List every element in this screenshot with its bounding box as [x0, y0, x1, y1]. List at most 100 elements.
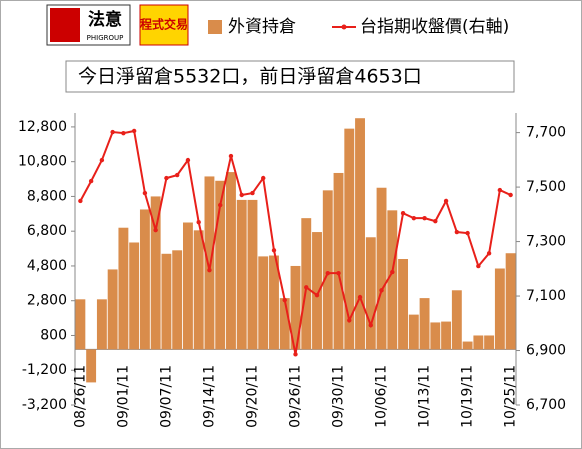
- y-tick-label: 10,800: [18, 154, 67, 170]
- bar: [86, 349, 97, 383]
- price-point: [465, 230, 470, 236]
- bar: [365, 237, 376, 350]
- bar: [118, 227, 129, 350]
- price-point: [153, 227, 158, 233]
- bar: [419, 298, 430, 350]
- bar: [312, 232, 322, 350]
- price-point: [293, 352, 298, 357]
- price-point: [304, 285, 309, 290]
- bar: [473, 335, 484, 350]
- x-tick-label: 09/26/11: [288, 365, 304, 428]
- y-tick-label: -1,200: [22, 362, 67, 378]
- y2-tick-label: 7,300: [526, 234, 566, 250]
- price-point: [261, 175, 266, 181]
- bar: [279, 298, 290, 350]
- note: 今日淨留倉5532口，前日淨留倉4653口: [78, 66, 422, 88]
- x-tick-label: 10/19/11: [460, 365, 476, 428]
- price-point: [336, 270, 341, 276]
- legend-label: 外資持倉: [228, 17, 296, 37]
- price-point: [250, 190, 255, 196]
- price-point: [271, 248, 277, 253]
- y-tick-label: 800: [40, 327, 67, 343]
- bar: [172, 250, 183, 350]
- bar: [247, 199, 258, 350]
- price-point: [121, 130, 126, 136]
- price-point: [314, 293, 320, 298]
- y-tick-label: -3,200: [22, 397, 67, 413]
- legend-label: 台指期收盤價(右軸): [360, 17, 509, 37]
- bar: [430, 322, 441, 350]
- price-point: [476, 263, 481, 269]
- bar: [258, 256, 269, 350]
- bar: [182, 222, 193, 350]
- bar: [408, 314, 419, 350]
- price-point: [497, 187, 503, 193]
- price-point: [131, 128, 137, 134]
- bar: [269, 255, 279, 350]
- x-tick-label: 09/20/11: [244, 365, 260, 428]
- price-point: [174, 172, 180, 178]
- bar: [484, 335, 495, 350]
- price-point: [196, 220, 201, 225]
- bar: [387, 210, 398, 350]
- bar: [161, 253, 172, 350]
- bar: [150, 196, 161, 350]
- price-point: [347, 318, 352, 323]
- logo-sub: PHIGROUP: [87, 34, 124, 42]
- bar: [226, 172, 236, 350]
- price-point: [142, 190, 148, 196]
- legend-swatch: [208, 20, 222, 34]
- bar: [236, 199, 247, 350]
- logo-text: 法意: [88, 9, 122, 30]
- price-point: [99, 157, 105, 163]
- price-point: [239, 192, 244, 198]
- price-point: [185, 157, 191, 163]
- bar: [494, 268, 505, 350]
- logo-text: 程式交易: [140, 17, 188, 32]
- price-point: [164, 175, 169, 181]
- bar: [441, 321, 452, 350]
- bar: [376, 187, 387, 350]
- price-point: [228, 153, 234, 159]
- price-point: [110, 129, 115, 135]
- price-point: [508, 192, 513, 198]
- x-tick-label: 09/30/11: [331, 365, 347, 428]
- x-tick-label: 09/07/11: [158, 365, 174, 428]
- price-point: [325, 270, 330, 276]
- x-tick-label: 10/25/11: [503, 365, 519, 428]
- bar: [96, 299, 107, 350]
- bar: [462, 341, 473, 350]
- bar: [333, 172, 344, 350]
- bar: [107, 269, 118, 350]
- price-point: [454, 229, 460, 235]
- y2-tick-label: 7,500: [526, 179, 566, 195]
- y2-tick-label: 7,700: [526, 125, 566, 141]
- y-tick-label: 2,800: [27, 293, 67, 309]
- bar: [398, 259, 409, 350]
- note-box: [65, 60, 515, 93]
- bar: [344, 128, 355, 350]
- bar: [322, 190, 333, 350]
- y2-tick-label: 7,100: [526, 288, 566, 304]
- price-point: [400, 211, 406, 216]
- price-point: [282, 297, 287, 303]
- logo-icon: [50, 8, 80, 42]
- logo-product: 程式交易: [139, 4, 189, 46]
- price-point: [218, 202, 223, 208]
- y2-tick-label: 6,700: [526, 397, 566, 413]
- bar: [75, 299, 86, 350]
- y-tick-label: 8,800: [27, 188, 67, 204]
- bar: [290, 265, 301, 350]
- price-point: [379, 288, 384, 293]
- bar: [355, 118, 365, 350]
- price-point: [357, 294, 363, 300]
- bar: [129, 242, 140, 350]
- bar: [139, 209, 150, 350]
- price-point: [368, 322, 373, 328]
- x-tick-label: 08/26/11: [72, 365, 88, 428]
- y-tick-label: 6,800: [27, 223, 67, 239]
- logo-brand: 法意 PHIGROUP: [46, 4, 131, 46]
- bar: [215, 180, 226, 350]
- price-point: [88, 178, 94, 184]
